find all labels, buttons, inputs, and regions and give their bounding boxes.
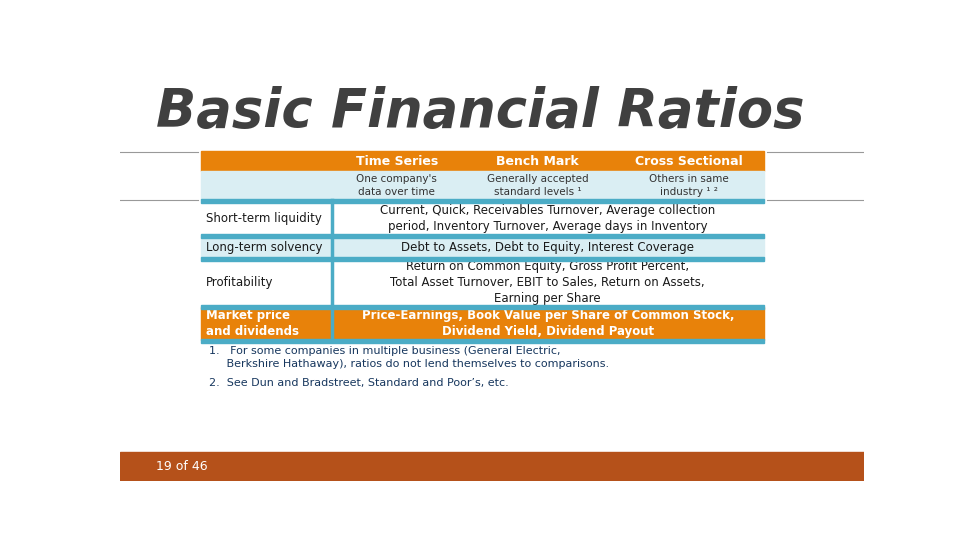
- Bar: [202, 343, 764, 372]
- Text: Time Series: Time Series: [355, 154, 438, 167]
- Text: Return on Common Equity, Gross Profit Percent,
Total Asset Turnover, EBIT to Sal: Return on Common Equity, Gross Profit Pe…: [391, 260, 705, 305]
- Bar: [331, 236, 764, 259]
- Text: Debt to Assets, Debt to Equity, Interest Coverage: Debt to Assets, Debt to Equity, Interest…: [401, 241, 694, 254]
- Bar: [331, 307, 764, 340]
- Bar: [202, 305, 764, 309]
- Bar: [120, 452, 864, 481]
- Text: Basic Financial Ratios: Basic Financial Ratios: [156, 86, 804, 138]
- Text: Current, Quick, Receivables Turnover, Average collection
period, Inventory Turno: Current, Quick, Receivables Turnover, Av…: [380, 204, 715, 233]
- Bar: [202, 171, 764, 200]
- Bar: [331, 200, 764, 236]
- Text: Profitability: Profitability: [206, 276, 274, 289]
- Text: Others in same
industry ¹ ²: Others in same industry ¹ ²: [649, 174, 729, 197]
- Bar: [202, 257, 764, 261]
- Text: Bench Mark: Bench Mark: [496, 154, 579, 167]
- Bar: [331, 259, 764, 307]
- Bar: [202, 259, 331, 307]
- Bar: [202, 200, 331, 236]
- Bar: [202, 307, 331, 340]
- Bar: [202, 199, 764, 202]
- Bar: [202, 339, 764, 343]
- Text: Short-term liquidity: Short-term liquidity: [206, 212, 322, 225]
- Text: Price-Earnings, Book Value per Share of Common Stock,
Dividend Yield, Dividend P: Price-Earnings, Book Value per Share of …: [362, 309, 734, 338]
- Text: One company's
data over time: One company's data over time: [356, 174, 437, 197]
- Text: 19 of 46: 19 of 46: [156, 460, 208, 473]
- Text: Market price
and dividends: Market price and dividends: [206, 309, 299, 338]
- Bar: [202, 372, 764, 394]
- Text: Cross Sectional: Cross Sectional: [635, 154, 742, 167]
- Text: 2.  See Dun and Bradstreet, Standard and Poor’s, etc.: 2. See Dun and Bradstreet, Standard and …: [209, 378, 509, 388]
- Bar: [202, 151, 764, 171]
- Text: 1.   For some companies in multiple business (General Electric,
     Berkshire H: 1. For some companies in multiple busine…: [209, 346, 610, 369]
- Bar: [202, 234, 764, 238]
- Text: Generally accepted
standard levels ¹: Generally accepted standard levels ¹: [487, 174, 588, 197]
- Text: Long-term solvency: Long-term solvency: [206, 241, 323, 254]
- Bar: [202, 236, 331, 259]
